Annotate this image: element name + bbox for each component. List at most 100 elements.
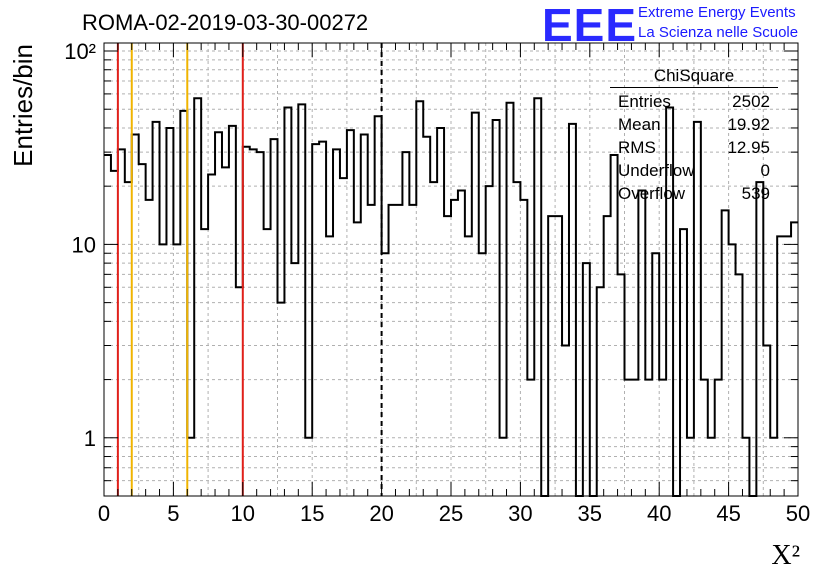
histogram-bin — [139, 164, 146, 496]
histogram-bin — [444, 216, 451, 496]
stats-label: Overflow — [618, 184, 686, 203]
histogram-bin — [562, 346, 569, 496]
histogram-bin — [368, 205, 375, 496]
histogram-bin — [111, 171, 118, 496]
histogram-bin — [104, 155, 111, 496]
histogram-bin — [389, 205, 396, 496]
x-tick-label: 30 — [508, 501, 532, 526]
histogram-bin — [534, 98, 541, 496]
x-tick-label: 25 — [439, 501, 463, 526]
x-axis-label: X² — [771, 540, 800, 571]
histogram-bin — [493, 120, 500, 496]
histogram-bin — [715, 380, 722, 496]
histogram-bin — [569, 124, 576, 496]
histogram-bin — [618, 274, 625, 496]
histogram-bin — [375, 116, 382, 496]
histogram-bin — [680, 229, 687, 496]
histogram-bin — [187, 438, 194, 496]
x-tick-label: 40 — [647, 501, 671, 526]
stats-title: ChiSquare — [610, 66, 778, 88]
x-tick-label: 0 — [98, 501, 110, 526]
histogram-bin — [118, 149, 125, 496]
histogram-bin — [437, 128, 444, 496]
histogram-bin — [631, 380, 638, 496]
histogram-bin — [298, 104, 305, 496]
histogram-bin — [382, 253, 389, 496]
histogram-bin — [645, 380, 652, 496]
stats-value: 12.95 — [727, 138, 770, 157]
run-title: ROMA-02-2019-03-30-00272 — [82, 10, 369, 35]
axis-ticks-layer — [103, 43, 799, 497]
y-tick-label: 10 — [72, 232, 96, 257]
x-tick-label: 20 — [369, 501, 393, 526]
histogram-bin — [166, 128, 173, 496]
histogram-bin — [555, 216, 562, 496]
stats-label: Underflow — [618, 161, 695, 180]
y-tick-label: 1 — [84, 426, 96, 451]
y-tick-label: 10² — [64, 39, 96, 64]
histogram-bin — [229, 126, 236, 496]
histogram-bin — [361, 135, 368, 496]
histogram-bin — [708, 438, 715, 496]
stats-row-mean: Mean 19.92 — [610, 113, 778, 136]
x-tick-label: 35 — [578, 501, 602, 526]
axis-labels-layer: 0 5 10 15 20 25 30 35 40 45 50 1 10 10² X² Entries/bin — [8, 39, 810, 571]
histogram-bin — [548, 216, 555, 496]
x-tick-label: 50 — [786, 501, 810, 526]
histogram-bin — [611, 155, 618, 496]
histogram-bin — [208, 174, 215, 496]
eee-logo-line2: La Scienza nelle Scuole — [638, 24, 799, 41]
histogram-bin — [527, 380, 534, 496]
histogram-bin — [201, 229, 208, 496]
eee-logo-line1: Extreme Energy Events — [638, 4, 796, 21]
histogram-bin — [278, 303, 285, 496]
histogram-bin — [347, 130, 354, 496]
histogram-bin — [770, 438, 777, 496]
grid-layer — [103, 43, 799, 497]
stats-value: 0 — [760, 161, 770, 180]
histogram-bin — [222, 167, 229, 496]
histogram-bin — [291, 263, 298, 496]
histogram-bin — [215, 132, 222, 496]
stats-row-rms: RMS 12.95 — [610, 136, 778, 159]
histogram-bin — [354, 222, 361, 496]
histogram-layer — [104, 97, 798, 497]
histogram-bin — [250, 149, 257, 496]
histogram-bin — [305, 438, 312, 496]
histogram-bin — [416, 101, 423, 496]
histogram-bin — [604, 216, 611, 496]
histogram-bin — [479, 253, 486, 496]
histogram-bin — [125, 182, 132, 496]
histogram-bin — [180, 111, 187, 496]
histogram-bin — [763, 346, 770, 496]
histogram-bin — [777, 236, 784, 496]
histogram-bin — [451, 200, 458, 496]
stats-row-overflow: Overflow 539 — [610, 182, 778, 205]
histogram-bin — [160, 244, 167, 496]
histogram-bin — [583, 263, 590, 496]
x-tick-label: 45 — [716, 501, 740, 526]
histogram-bin — [395, 205, 402, 496]
y-axis-label: Entries/bin — [8, 44, 38, 167]
histogram-bin — [520, 200, 527, 496]
histogram-bin — [409, 205, 416, 496]
histogram-bin — [264, 229, 271, 496]
histogram-bin — [458, 190, 465, 496]
histogram-bin — [173, 244, 180, 496]
histogram-bin — [430, 182, 437, 496]
histogram-bin — [472, 113, 479, 496]
histogram-bin — [638, 190, 645, 496]
histogram-bin — [153, 122, 160, 496]
histogram-bin — [271, 139, 278, 496]
histogram-bin — [513, 182, 520, 496]
stats-row-entries: Entries 2502 — [610, 90, 778, 113]
histogram-bin — [729, 244, 736, 496]
stats-value: 19.92 — [727, 115, 770, 134]
histogram-bin — [146, 200, 153, 496]
histogram-bin — [756, 182, 763, 496]
x-tick-label: 15 — [300, 501, 324, 526]
histogram-bin — [257, 152, 264, 496]
histogram-bin — [326, 236, 333, 496]
eee-logo-mark: EEE — [542, 0, 638, 51]
